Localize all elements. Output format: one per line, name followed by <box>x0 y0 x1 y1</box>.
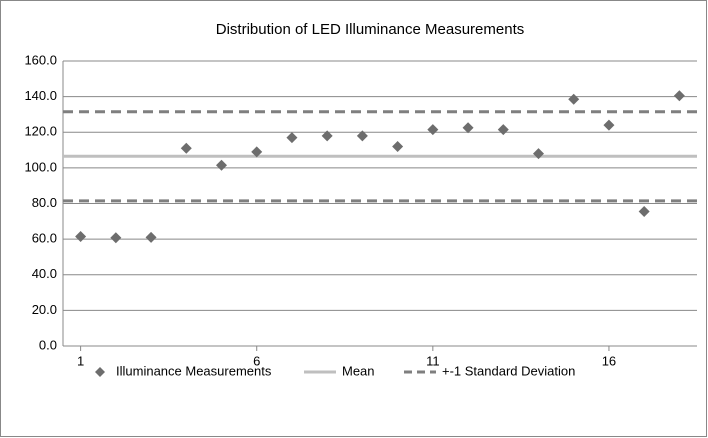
y-tick-label: 60.0 <box>32 231 57 246</box>
data-point <box>568 93 580 105</box>
x-tick-label: 1 <box>77 353 84 368</box>
data-point <box>673 90 685 102</box>
y-tick-label: 0.0 <box>39 337 57 352</box>
data-point <box>321 130 333 142</box>
data-point <box>497 124 509 136</box>
legend-label: Illuminance Measurements <box>116 363 272 378</box>
y-tick-label: 100.0 <box>24 159 57 174</box>
data-point <box>180 142 192 154</box>
legend-marker <box>95 367 105 377</box>
data-point <box>75 230 87 242</box>
data-point <box>533 148 544 160</box>
x-tick-label: 6 <box>253 353 260 368</box>
y-tick-label: 20.0 <box>32 302 57 317</box>
data-point <box>462 122 474 134</box>
data-point <box>286 132 298 144</box>
data-point <box>110 232 122 244</box>
chart-title: Distribution of LED Illuminance Measurem… <box>216 21 524 38</box>
data-point <box>251 146 263 158</box>
data-point <box>216 159 227 171</box>
y-tick-label: 40.0 <box>32 266 57 281</box>
legend-label: Mean <box>342 363 375 378</box>
data-point <box>145 231 157 243</box>
x-tick-label: 16 <box>602 353 616 368</box>
data-point <box>603 119 615 131</box>
data-point <box>427 124 439 136</box>
x-tick-label: 11 <box>426 353 440 368</box>
y-tick-label: 80.0 <box>32 195 57 210</box>
legend-label: +-1 Standard Deviation <box>442 363 575 378</box>
y-tick-label: 120.0 <box>24 124 57 139</box>
data-point <box>638 206 650 218</box>
data-point <box>392 141 404 152</box>
data-point <box>356 130 368 142</box>
y-tick-label: 140.0 <box>24 88 57 103</box>
y-tick-label: 160.0 <box>24 52 57 67</box>
